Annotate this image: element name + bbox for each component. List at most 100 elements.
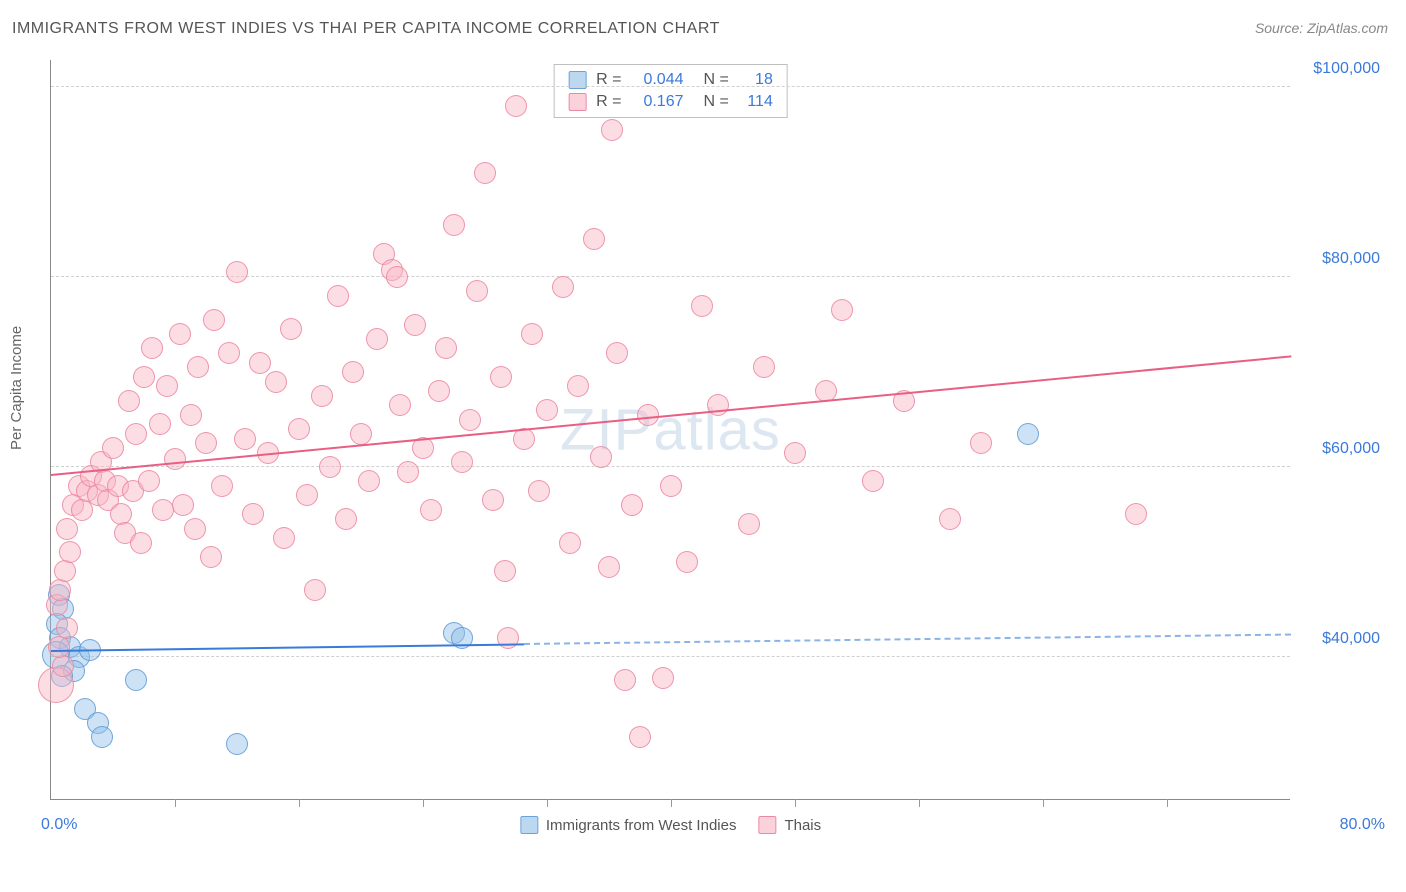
point-thai — [265, 371, 287, 393]
point-thai — [273, 527, 295, 549]
legend-label-blue: Immigrants from West Indies — [546, 817, 737, 834]
point-west-indies — [226, 733, 248, 755]
trendline-thai — [51, 356, 1291, 477]
point-thai — [48, 636, 70, 658]
point-thai — [350, 423, 372, 445]
point-thai — [606, 342, 628, 364]
y-tick-label: $60,000 — [1300, 440, 1380, 458]
point-thai — [118, 390, 140, 412]
point-thai — [358, 470, 380, 492]
x-tick — [299, 799, 300, 807]
point-thai — [521, 323, 543, 345]
point-thai — [629, 726, 651, 748]
trendline-west-indies-extrapolated — [524, 634, 1291, 645]
chart-container: IMMIGRANTS FROM WEST INDIES VS THAI PER … — [0, 0, 1406, 892]
point-thai — [482, 489, 504, 511]
point-thai — [490, 366, 512, 388]
point-thai — [187, 356, 209, 378]
point-thai — [459, 409, 481, 431]
point-thai — [389, 394, 411, 416]
y-axis-label: Per Capita Income — [8, 326, 25, 450]
point-thai — [102, 437, 124, 459]
point-thai — [528, 480, 550, 502]
point-thai — [753, 356, 775, 378]
n-label: N = — [704, 69, 729, 91]
y-tick-label: $40,000 — [1300, 630, 1380, 648]
r-value-pink: 0.167 — [632, 91, 684, 113]
chart-title: IMMIGRANTS FROM WEST INDIES VS THAI PER … — [12, 20, 720, 38]
point-thai — [311, 385, 333, 407]
r-label: R = — [596, 69, 621, 91]
point-thai — [200, 546, 222, 568]
point-thai — [288, 418, 310, 440]
point-thai — [443, 214, 465, 236]
point-thai — [280, 318, 302, 340]
n-value-pink: 114 — [739, 91, 773, 113]
point-thai — [583, 228, 605, 250]
trendline-west-indies — [51, 643, 524, 652]
point-thai — [56, 617, 78, 639]
point-thai — [226, 261, 248, 283]
point-thai — [152, 499, 174, 521]
point-thai — [366, 328, 388, 350]
swatch-pink-icon — [758, 816, 776, 834]
point-thai — [234, 428, 256, 450]
gridline — [51, 86, 1290, 87]
point-thai — [386, 266, 408, 288]
point-thai — [494, 560, 516, 582]
point-thai — [552, 276, 574, 298]
point-thai — [590, 446, 612, 468]
r-value-blue: 0.044 — [632, 69, 684, 91]
gridline — [51, 656, 1290, 657]
point-thai — [172, 494, 194, 516]
point-west-indies — [91, 726, 113, 748]
x-tick — [547, 799, 548, 807]
point-thai — [505, 95, 527, 117]
point-thai — [474, 162, 496, 184]
point-thai — [180, 404, 202, 426]
point-thai — [164, 448, 186, 470]
x-tick — [919, 799, 920, 807]
point-thai — [567, 375, 589, 397]
correlation-row-blue: R = 0.044 N = 18 — [568, 69, 773, 91]
legend-item-blue: Immigrants from West Indies — [520, 816, 737, 834]
scatter-plot-area: ZIPatlas R = 0.044 N = 18 R = 0.167 N = … — [50, 60, 1290, 800]
x-tick — [175, 799, 176, 807]
point-thai — [397, 461, 419, 483]
x-tick — [671, 799, 672, 807]
point-thai — [304, 579, 326, 601]
point-thai — [218, 342, 240, 364]
point-west-indies — [125, 669, 147, 691]
gridline — [51, 466, 1290, 467]
n-value-blue: 18 — [739, 69, 773, 91]
point-thai — [211, 475, 233, 497]
point-thai — [327, 285, 349, 307]
swatch-pink-icon — [568, 93, 586, 111]
point-thai — [52, 655, 74, 677]
point-thai — [939, 508, 961, 530]
point-thai — [621, 494, 643, 516]
legend-label-pink: Thais — [784, 817, 821, 834]
point-thai — [141, 337, 163, 359]
point-thai — [59, 541, 81, 563]
point-thai — [652, 667, 674, 689]
point-thai — [451, 451, 473, 473]
bottom-legend: Immigrants from West Indies Thais — [520, 816, 821, 834]
point-thai — [784, 442, 806, 464]
point-thai — [691, 295, 713, 317]
x-tick — [1167, 799, 1168, 807]
correlation-row-pink: R = 0.167 N = 114 — [568, 91, 773, 113]
point-thai — [335, 508, 357, 530]
legend-item-pink: Thais — [758, 816, 821, 834]
point-thai — [970, 432, 992, 454]
point-thai — [738, 513, 760, 535]
point-thai — [660, 475, 682, 497]
point-thai — [249, 352, 271, 374]
point-thai — [404, 314, 426, 336]
point-thai — [466, 280, 488, 302]
point-thai — [598, 556, 620, 578]
point-thai — [435, 337, 457, 359]
x-tick — [795, 799, 796, 807]
point-thai — [56, 518, 78, 540]
x-axis-max-label: 80.0% — [1340, 816, 1385, 834]
